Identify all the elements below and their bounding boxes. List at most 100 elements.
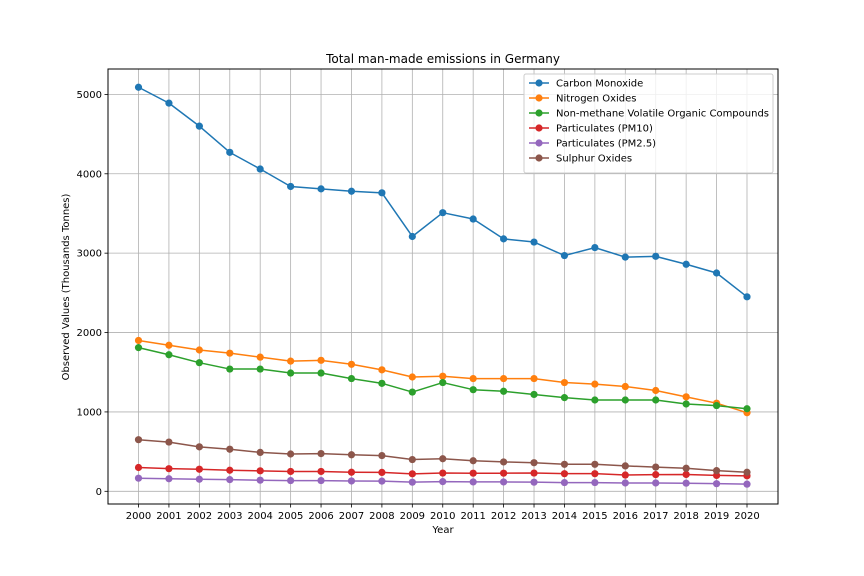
data-point (591, 470, 599, 478)
x-tick-label: 2017 (643, 511, 668, 522)
data-point (743, 468, 751, 476)
data-point (469, 469, 477, 477)
series-6 (134, 436, 751, 476)
data-point (408, 232, 416, 241)
y-axis-title: Observed Values (Thousands Tonnes) (61, 193, 72, 380)
legend-label: Particulates (PM10) (556, 124, 653, 135)
x-tick-label: 2005 (278, 511, 303, 522)
data-point (134, 436, 143, 444)
legend-marker (535, 124, 543, 132)
grid-lines (108, 69, 778, 504)
data-point (165, 99, 173, 107)
data-point (652, 252, 660, 260)
data-point (652, 471, 660, 479)
data-point (256, 353, 264, 361)
series-group (134, 83, 751, 488)
data-point (682, 464, 690, 472)
data-point (287, 369, 295, 377)
x-tick-label: 2000 (126, 511, 151, 522)
legend-label: Non-methane Volatile Organic Compounds (556, 109, 769, 120)
x-tick-label: 2018 (673, 511, 698, 522)
data-point (378, 366, 386, 374)
legend-label: Nitrogen Oxides (556, 94, 636, 105)
legend-item: Sulphur Oxides (529, 154, 632, 165)
data-point (134, 83, 143, 91)
legend-item: Non-methane Volatile Organic Compounds (529, 109, 769, 120)
data-point (530, 469, 538, 477)
data-point (560, 251, 569, 260)
data-point (378, 468, 386, 477)
data-point (743, 480, 751, 488)
data-point (195, 122, 203, 130)
data-point (500, 374, 508, 383)
data-point (682, 260, 690, 268)
data-point (378, 379, 386, 387)
x-tick-label: 2012 (491, 511, 516, 522)
data-point (347, 477, 356, 485)
data-point (287, 450, 295, 458)
series-5 (134, 474, 751, 488)
data-point (134, 474, 143, 482)
data-point (530, 238, 538, 246)
data-point (560, 460, 569, 468)
data-point (439, 455, 447, 463)
data-point (317, 185, 325, 193)
data-point (195, 359, 203, 367)
data-point (530, 390, 538, 399)
data-point (317, 369, 325, 377)
data-point (439, 209, 447, 217)
data-point (652, 479, 660, 487)
data-point (621, 253, 629, 261)
x-tick-label: 2006 (308, 511, 333, 522)
data-point (652, 386, 660, 395)
data-point (469, 457, 477, 465)
y-tick-label: 0 (96, 487, 102, 498)
data-point (743, 405, 751, 413)
data-point (743, 293, 751, 301)
data-point (560, 470, 569, 478)
x-tick-label: 2001 (156, 511, 181, 522)
data-point (500, 458, 508, 466)
data-point (712, 401, 721, 410)
data-point (439, 478, 447, 486)
data-point (682, 479, 690, 487)
data-point (378, 477, 386, 485)
x-tick-label: 2004 (247, 511, 272, 522)
data-point (500, 478, 508, 486)
data-point (621, 479, 629, 487)
data-point (256, 448, 264, 457)
legend-marker (535, 139, 543, 147)
data-point (621, 462, 629, 470)
data-point (591, 396, 599, 404)
legend-item: Nitrogen Oxides (529, 94, 636, 105)
legend-label: Carbon Monoxide (556, 79, 643, 90)
data-point (165, 351, 173, 359)
x-tick-label: 2007 (339, 511, 364, 522)
y-tick-label: 5000 (77, 90, 102, 101)
data-point (165, 341, 173, 349)
x-tick-label: 2019 (704, 511, 729, 522)
legend-item: Particulates (PM10) (529, 124, 653, 135)
data-point (287, 476, 295, 485)
data-point (165, 465, 173, 473)
series-1 (134, 83, 751, 301)
data-point (621, 382, 629, 391)
x-tick-label: 2008 (369, 511, 394, 522)
data-point (226, 466, 234, 474)
data-point (195, 465, 203, 473)
x-tick-label: 2002 (187, 511, 212, 522)
data-point (530, 374, 538, 383)
data-point (287, 357, 295, 365)
data-point (591, 380, 599, 388)
data-point (226, 365, 234, 373)
data-point (347, 374, 356, 383)
data-point (500, 469, 508, 477)
data-point (560, 394, 569, 402)
data-point (439, 469, 447, 477)
series-2 (134, 336, 751, 417)
data-point (195, 475, 203, 483)
x-tick-label: 2010 (430, 511, 455, 522)
legend-box (523, 73, 774, 174)
